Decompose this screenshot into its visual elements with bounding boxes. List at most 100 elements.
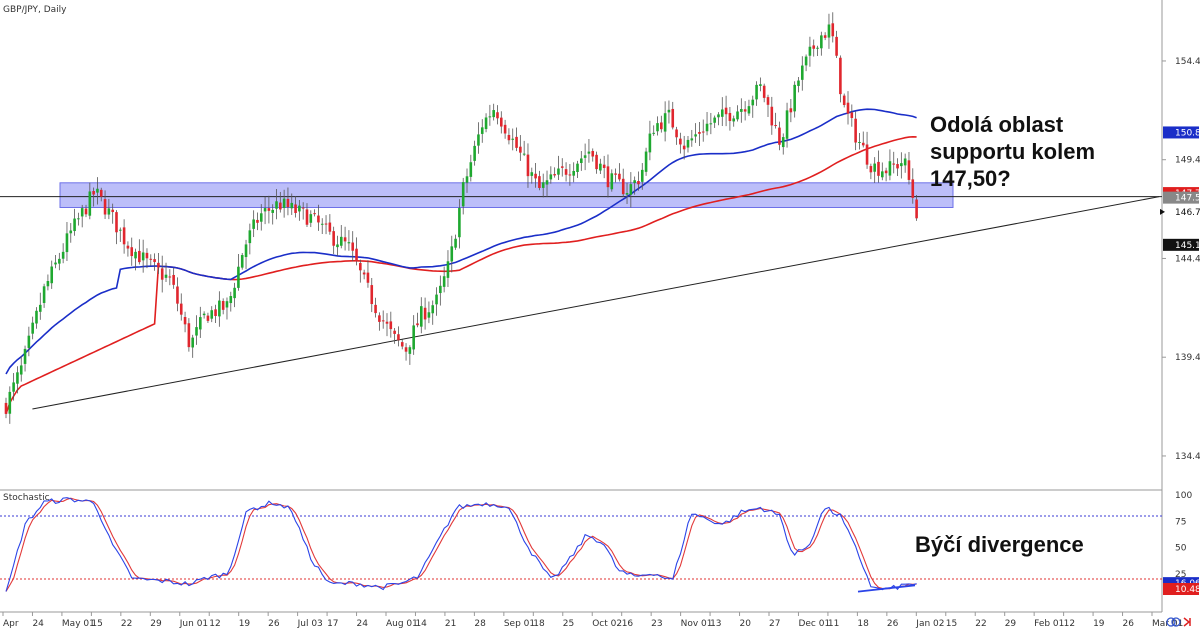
candle bbox=[576, 160, 579, 178]
time-tick-label: 12 bbox=[1064, 619, 1075, 629]
candle bbox=[343, 226, 347, 251]
candle bbox=[496, 105, 499, 125]
candle bbox=[130, 237, 134, 266]
candle bbox=[61, 243, 65, 264]
candle bbox=[65, 222, 69, 261]
candle bbox=[892, 151, 896, 174]
candle bbox=[759, 77, 762, 92]
stochastic-k-line bbox=[5, 497, 917, 592]
candle bbox=[160, 255, 164, 293]
candle bbox=[256, 212, 259, 231]
candle bbox=[511, 128, 515, 151]
candle bbox=[610, 169, 614, 192]
candle bbox=[492, 103, 495, 121]
candle bbox=[16, 366, 19, 394]
candle bbox=[835, 30, 838, 59]
time-tick-label: 28 bbox=[474, 619, 486, 629]
candle bbox=[530, 167, 534, 184]
candle bbox=[564, 162, 568, 182]
time-tick-label: Jan 02 bbox=[915, 619, 944, 629]
candle bbox=[785, 102, 789, 148]
support-question-line-2: supportu kolem bbox=[930, 139, 1095, 164]
candle bbox=[145, 248, 149, 269]
candle bbox=[99, 187, 103, 202]
candle bbox=[644, 147, 648, 176]
candle bbox=[869, 163, 873, 180]
time-tick-label: Apr bbox=[3, 619, 19, 629]
moving-average-red bbox=[5, 135, 917, 415]
candle bbox=[149, 254, 153, 266]
candle bbox=[755, 81, 758, 106]
candle bbox=[606, 154, 610, 198]
candle bbox=[46, 274, 50, 291]
candle bbox=[138, 239, 141, 265]
candle bbox=[850, 104, 854, 127]
time-tick-label: 19 bbox=[1093, 619, 1105, 629]
candle bbox=[298, 199, 301, 221]
candle bbox=[553, 167, 556, 178]
candle bbox=[618, 163, 621, 182]
candle bbox=[58, 252, 61, 271]
candle bbox=[19, 356, 23, 382]
time-tick-label: 16 bbox=[622, 619, 634, 629]
bullish-divergence-line bbox=[857, 584, 916, 593]
candle bbox=[252, 210, 255, 238]
stochastic-tick-label: 75 bbox=[1175, 517, 1186, 527]
candle bbox=[96, 177, 99, 205]
candle bbox=[92, 187, 95, 207]
candle bbox=[896, 158, 899, 177]
price-tag-muted: 147.50 bbox=[1163, 191, 1200, 204]
candle bbox=[717, 112, 720, 126]
candle bbox=[370, 277, 374, 313]
candle bbox=[378, 312, 381, 331]
candle bbox=[35, 307, 38, 329]
candle bbox=[134, 248, 137, 271]
candle bbox=[671, 101, 675, 130]
candle bbox=[911, 168, 915, 204]
candle bbox=[412, 315, 415, 355]
candle bbox=[587, 138, 591, 163]
candle bbox=[469, 154, 473, 182]
candle bbox=[126, 241, 130, 257]
candle bbox=[294, 196, 297, 218]
sync-icon[interactable] bbox=[1166, 617, 1181, 627]
candle bbox=[827, 13, 831, 49]
candle bbox=[865, 131, 869, 169]
time-tick-label: 22 bbox=[975, 619, 986, 629]
candle bbox=[736, 105, 739, 122]
candle bbox=[503, 119, 507, 139]
candle bbox=[119, 227, 122, 242]
candle bbox=[888, 149, 892, 181]
candle bbox=[903, 153, 907, 173]
time-tick-label: 26 bbox=[1123, 619, 1135, 629]
candle bbox=[820, 31, 823, 56]
candle bbox=[23, 345, 27, 372]
candle bbox=[732, 115, 736, 127]
candle bbox=[179, 293, 183, 321]
stochastic-tick-label: 50 bbox=[1175, 544, 1187, 554]
svg-text:10.48: 10.48 bbox=[1175, 585, 1200, 595]
candle bbox=[545, 170, 549, 198]
stochastic-series-group bbox=[5, 497, 917, 592]
time-tick-label: 19 bbox=[239, 619, 251, 629]
candle bbox=[568, 164, 572, 186]
candle bbox=[591, 148, 595, 162]
candle bbox=[900, 152, 903, 179]
candle bbox=[541, 173, 545, 198]
time-tick-label: Sep 01 bbox=[504, 619, 535, 629]
price-tick-label: 154.42 bbox=[1175, 57, 1200, 67]
candle bbox=[640, 163, 644, 190]
scroll-to-end-icon[interactable] bbox=[1183, 617, 1191, 627]
candle bbox=[374, 297, 377, 318]
candle bbox=[408, 345, 412, 365]
time-tick-label: Oct 02 bbox=[592, 619, 622, 629]
candle bbox=[454, 234, 457, 250]
candle bbox=[259, 204, 263, 231]
candle bbox=[488, 104, 492, 126]
candle bbox=[202, 311, 206, 319]
candle bbox=[240, 253, 244, 270]
candle bbox=[359, 259, 362, 283]
svg-text:147.50: 147.50 bbox=[1175, 194, 1200, 204]
candle bbox=[282, 189, 286, 218]
